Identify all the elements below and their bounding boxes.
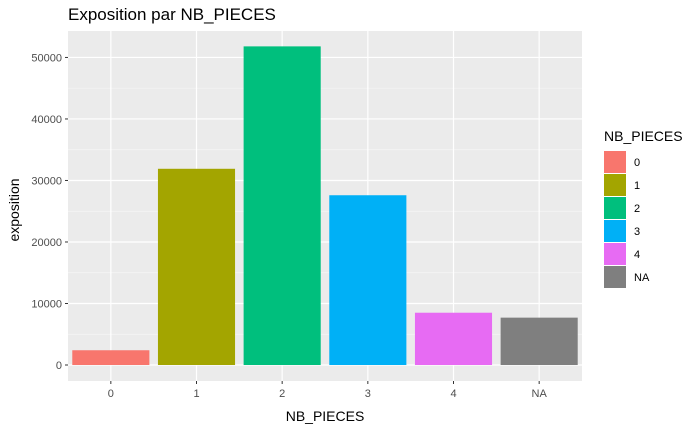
legend-label: 4 (634, 249, 640, 261)
y-tick-label: 0 (56, 360, 62, 372)
x-tick-label: 2 (279, 388, 285, 400)
y-axis-title: exposition (6, 178, 22, 241)
x-tick-label: NA (532, 388, 548, 400)
legend-swatch (604, 174, 626, 196)
legend-swatch (604, 197, 626, 219)
legend-swatch (604, 266, 626, 288)
legend-items: 0 1 2 3 4 NA (604, 151, 650, 288)
x-tick-label: 4 (450, 388, 456, 400)
chart-title: Exposition par NB_PIECES (68, 5, 276, 24)
bar-2 (243, 46, 321, 366)
y-tick-label: 40000 (31, 114, 62, 126)
x-axis-title: NB_PIECES (286, 408, 365, 424)
legend-swatch (604, 220, 626, 242)
legend-swatch (604, 243, 626, 265)
y-tick-label: 30000 (31, 175, 62, 187)
bar-3 (329, 195, 407, 366)
bar-NA (500, 317, 578, 366)
y-tick-label: 10000 (31, 298, 62, 310)
y-tick-label: 50000 (31, 52, 62, 64)
plot-panel (68, 31, 582, 381)
legend-label: 1 (634, 180, 640, 192)
x-tick-label: 3 (365, 388, 371, 400)
y-tick-label: 20000 (31, 237, 62, 249)
legend-swatch (604, 151, 626, 173)
bar-1 (157, 168, 236, 366)
y-axis: 0 10000 20000 30000 40000 50000 (31, 52, 68, 372)
legend: NB_PIECES 0 1 2 3 4 NA (604, 128, 683, 288)
bars (72, 46, 578, 366)
legend-title: NB_PIECES (604, 128, 683, 144)
bar-0 (72, 350, 150, 366)
x-tick-label: 1 (193, 388, 199, 400)
x-tick-label: 0 (108, 388, 114, 400)
x-axis: 0 1 2 3 4 NA (108, 381, 548, 400)
bar-4 (414, 312, 493, 366)
legend-label: 2 (634, 203, 640, 215)
legend-label: NA (634, 272, 650, 284)
legend-label: 0 (634, 157, 640, 169)
legend-label: 3 (634, 226, 640, 238)
